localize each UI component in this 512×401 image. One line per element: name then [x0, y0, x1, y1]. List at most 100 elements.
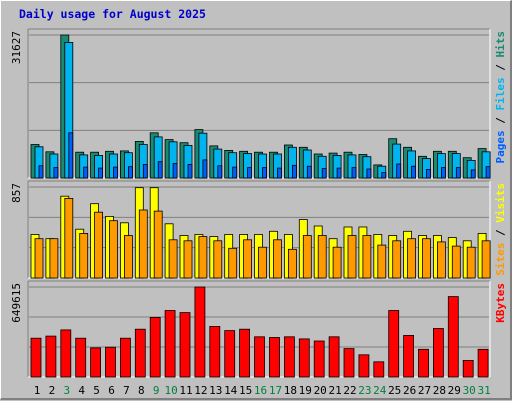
legend-hits-files-pages: Pages / Files / Hits	[494, 31, 507, 164]
pages-bar-2	[53, 167, 59, 179]
sites-bar-14	[228, 247, 238, 279]
sites-bar-6	[109, 220, 118, 279]
x-tick-day-29: 29	[448, 384, 461, 397]
sites-bar-13	[213, 240, 223, 279]
kbytes-bar-9	[149, 316, 161, 378]
pages-bar-25	[396, 163, 402, 179]
x-tick-day-23: 23	[358, 384, 371, 397]
pages-bar-27	[426, 168, 431, 179]
x-tick-day-17: 17	[269, 384, 282, 397]
kbytes-bar-14	[224, 330, 236, 378]
x-tick-day-24: 24	[373, 384, 387, 397]
x-tick-day-4: 4	[78, 384, 85, 397]
sites-bar-1	[34, 238, 44, 279]
sites-bar-23	[362, 235, 372, 279]
sites-bar-22	[347, 235, 357, 279]
kbytes-bar-3	[60, 329, 72, 378]
pages-bar-18	[291, 164, 297, 179]
pages-bar-1	[38, 165, 44, 179]
kbytes-bar-18	[283, 336, 295, 378]
legend-sites: Sites	[494, 243, 507, 276]
x-tick-day-28: 28	[433, 384, 446, 397]
kbytes-bar-16	[254, 336, 265, 378]
pages-bar-5	[98, 167, 103, 179]
sites-bar-20	[317, 235, 327, 279]
x-tick-day-18: 18	[284, 384, 297, 397]
x-tick-day-22: 22	[343, 384, 356, 397]
x-tick-day-14: 14	[224, 384, 238, 397]
kbytes-bar-2	[45, 335, 57, 378]
legend-separator: /	[494, 223, 507, 243]
kbytes-bar-4	[75, 337, 87, 378]
legend-kbytes: KBytes	[494, 283, 507, 323]
legend-kbytes: KBytes	[494, 283, 507, 323]
kbytes-bar-24	[373, 361, 385, 378]
legend-visits: Visits	[494, 183, 507, 223]
sites-bar-25	[392, 240, 402, 279]
x-tick-day-7: 7	[123, 384, 130, 397]
kbytes-bar-12	[194, 286, 206, 378]
x-tick-day-13: 13	[209, 384, 222, 397]
pages-bar-7	[128, 166, 133, 179]
x-tick-day-5: 5	[93, 384, 100, 397]
x-tick-day-9: 9	[153, 384, 160, 397]
sites-bar-21	[332, 246, 342, 279]
sites-bar-7	[124, 235, 133, 279]
sites-bar-16	[258, 246, 267, 279]
sites-bar-4	[79, 232, 89, 279]
kbytes-bar-26	[403, 334, 415, 378]
legend-pages: Pages	[494, 130, 507, 163]
x-tick-day-16: 16	[254, 384, 267, 397]
x-tick-day-11: 11	[179, 384, 192, 397]
x-tick-day-26: 26	[403, 384, 416, 397]
x-tick-day-25: 25	[388, 384, 401, 397]
pages-bar-12	[202, 159, 208, 179]
kbytes-bar-25	[388, 310, 400, 378]
x-tick-day-19: 19	[299, 384, 312, 397]
pages-bar-11	[187, 163, 193, 179]
x-tick-day-3: 3	[63, 384, 70, 397]
kbytes-bar-5	[90, 347, 101, 378]
pages-bar-6	[113, 166, 118, 179]
kbytes-bar-23	[358, 354, 370, 378]
kbytes-bar-22	[343, 348, 355, 378]
kbytes-bar-21	[328, 336, 340, 378]
x-tick-day-2: 2	[49, 384, 56, 397]
sites-bar-26	[407, 238, 417, 279]
sites-bar-28	[436, 241, 446, 279]
kbytes-bar-6	[105, 346, 116, 378]
pages-bar-8	[142, 163, 148, 179]
sites-bar-30	[466, 246, 476, 279]
legend-files: Files	[494, 77, 507, 110]
kbytes-bar-27	[418, 348, 429, 378]
kbytes-bar-28	[432, 328, 444, 378]
sites-bar-29	[451, 245, 461, 279]
pages-bar-4	[83, 166, 89, 179]
x-tick-day-21: 21	[328, 384, 341, 397]
y-max-label: 649615	[10, 283, 23, 323]
kbytes-bar-20	[313, 340, 325, 378]
x-tick-day-31: 31	[477, 384, 490, 397]
kbytes-bar-29	[447, 296, 459, 378]
sites-bar-12	[198, 236, 208, 279]
pages-bar-16	[262, 167, 267, 179]
pages-bar-31	[485, 166, 491, 179]
kbytes-bar-31	[477, 348, 489, 378]
pages-bar-23	[366, 168, 372, 179]
sites-bar-24	[377, 244, 387, 279]
pages-bar-13	[217, 165, 223, 179]
sites-bar-31	[481, 240, 491, 279]
pages-bar-3	[68, 132, 74, 179]
kbytes-bar-17	[269, 337, 280, 378]
chart-title: Daily usage for August 2025	[19, 7, 206, 21]
pages-bar-19	[306, 165, 312, 179]
kbytes-bar-19	[298, 338, 310, 378]
sites-bar-15	[243, 239, 253, 279]
pages-bar-29	[455, 167, 461, 179]
sites-bar-9	[153, 210, 163, 279]
sites-bar-27	[422, 238, 431, 279]
pages-bar-26	[411, 165, 417, 179]
x-tick-day-15: 15	[239, 384, 252, 397]
